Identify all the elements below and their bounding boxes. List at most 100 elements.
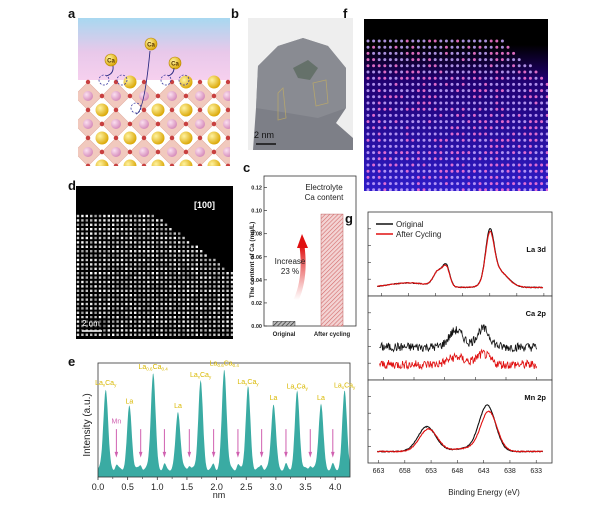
atom-column (545, 157, 549, 161)
atom-column (461, 157, 465, 161)
atom-column (230, 333, 234, 336)
atom-column (523, 113, 527, 117)
atom-column (85, 245, 88, 248)
atom-column (394, 45, 398, 49)
atom-column (230, 272, 234, 275)
atom-column (213, 307, 216, 310)
atom-column (461, 175, 465, 179)
atom-column (512, 138, 516, 142)
atom-column (160, 245, 163, 248)
atom-column (76, 276, 80, 279)
atom-column (85, 280, 88, 284)
atom-column (204, 289, 207, 292)
atom-column (160, 228, 163, 231)
atom-column (151, 329, 154, 332)
atom-column (416, 151, 420, 155)
atom-column (208, 320, 212, 323)
atom-column (85, 272, 88, 275)
atom-column (422, 163, 426, 167)
atom-column (517, 70, 521, 74)
atom-column (186, 245, 190, 248)
atom-column (467, 39, 471, 43)
atom-column (120, 280, 124, 284)
atom-column (208, 289, 212, 292)
atom-column (125, 219, 128, 222)
atom-column (534, 188, 538, 192)
atom-column (416, 113, 420, 117)
atom-column (160, 302, 163, 306)
series-after-cycling (376, 230, 544, 289)
atom-column (517, 76, 521, 80)
atom-column (81, 316, 84, 319)
atom-column (495, 39, 499, 43)
atom-column (138, 223, 141, 226)
atom-column (484, 45, 488, 49)
atom-column (411, 89, 415, 93)
oxygen-atom (225, 135, 231, 141)
atom-column (160, 219, 163, 222)
atom-column (405, 89, 409, 93)
atom-column (500, 132, 504, 136)
atom-column (169, 294, 172, 297)
atom-column (191, 263, 194, 266)
atom-column (142, 285, 146, 288)
atom-column (116, 289, 119, 292)
atom-column (76, 329, 80, 332)
atom-column (208, 298, 212, 301)
atom-column (125, 232, 128, 235)
atom-column (450, 39, 454, 43)
atom-column (76, 250, 80, 253)
atom-column (182, 307, 185, 310)
atom-column (517, 101, 521, 105)
atom-column (416, 64, 420, 68)
atom-column (411, 70, 415, 74)
atom-column (523, 163, 527, 167)
atom-column (545, 132, 549, 136)
atom-column (186, 267, 190, 270)
peak-label: La0.6Ca0.4 (210, 361, 240, 369)
atom-column (195, 250, 198, 253)
atom-column (151, 250, 154, 253)
oxygen-atom (141, 79, 147, 85)
atom-column (400, 157, 404, 161)
atom-column (129, 223, 132, 226)
atom-column (156, 219, 159, 222)
atom-column (422, 169, 426, 173)
atom-column (169, 333, 172, 336)
atom-column (85, 276, 88, 279)
atom-column (182, 254, 185, 257)
atom-column (217, 333, 220, 336)
atom-column (129, 241, 132, 244)
atom-column (422, 138, 426, 142)
atom-column (528, 120, 532, 124)
atom-column (388, 144, 392, 148)
atom-column (81, 254, 84, 257)
y-tick-label: 0.04 (251, 278, 263, 284)
atom-column (169, 263, 172, 266)
atom-column (116, 324, 119, 328)
la-ca-atom (151, 131, 165, 145)
atom-column (226, 307, 229, 310)
atom-column (534, 107, 538, 111)
atom-column (76, 228, 80, 231)
atom-column (383, 76, 387, 80)
atom-column (208, 324, 212, 328)
atom-column (213, 333, 216, 336)
atom-column (456, 175, 460, 179)
atom-column (94, 302, 97, 306)
atom-column (200, 263, 203, 266)
x-tick-label: 653 (425, 468, 437, 475)
atom-column (411, 144, 415, 148)
atom-column (195, 302, 198, 306)
atom-column (472, 138, 476, 142)
atom-column (156, 254, 159, 257)
atom-column (160, 285, 163, 288)
atom-column (467, 169, 471, 173)
atom-column (142, 298, 146, 301)
atom-column (484, 39, 488, 43)
atom-column (428, 101, 432, 105)
mn-arrow-head-icon (236, 451, 240, 458)
atom-column (164, 289, 168, 292)
atom-column (495, 95, 499, 99)
atom-column (134, 232, 137, 235)
